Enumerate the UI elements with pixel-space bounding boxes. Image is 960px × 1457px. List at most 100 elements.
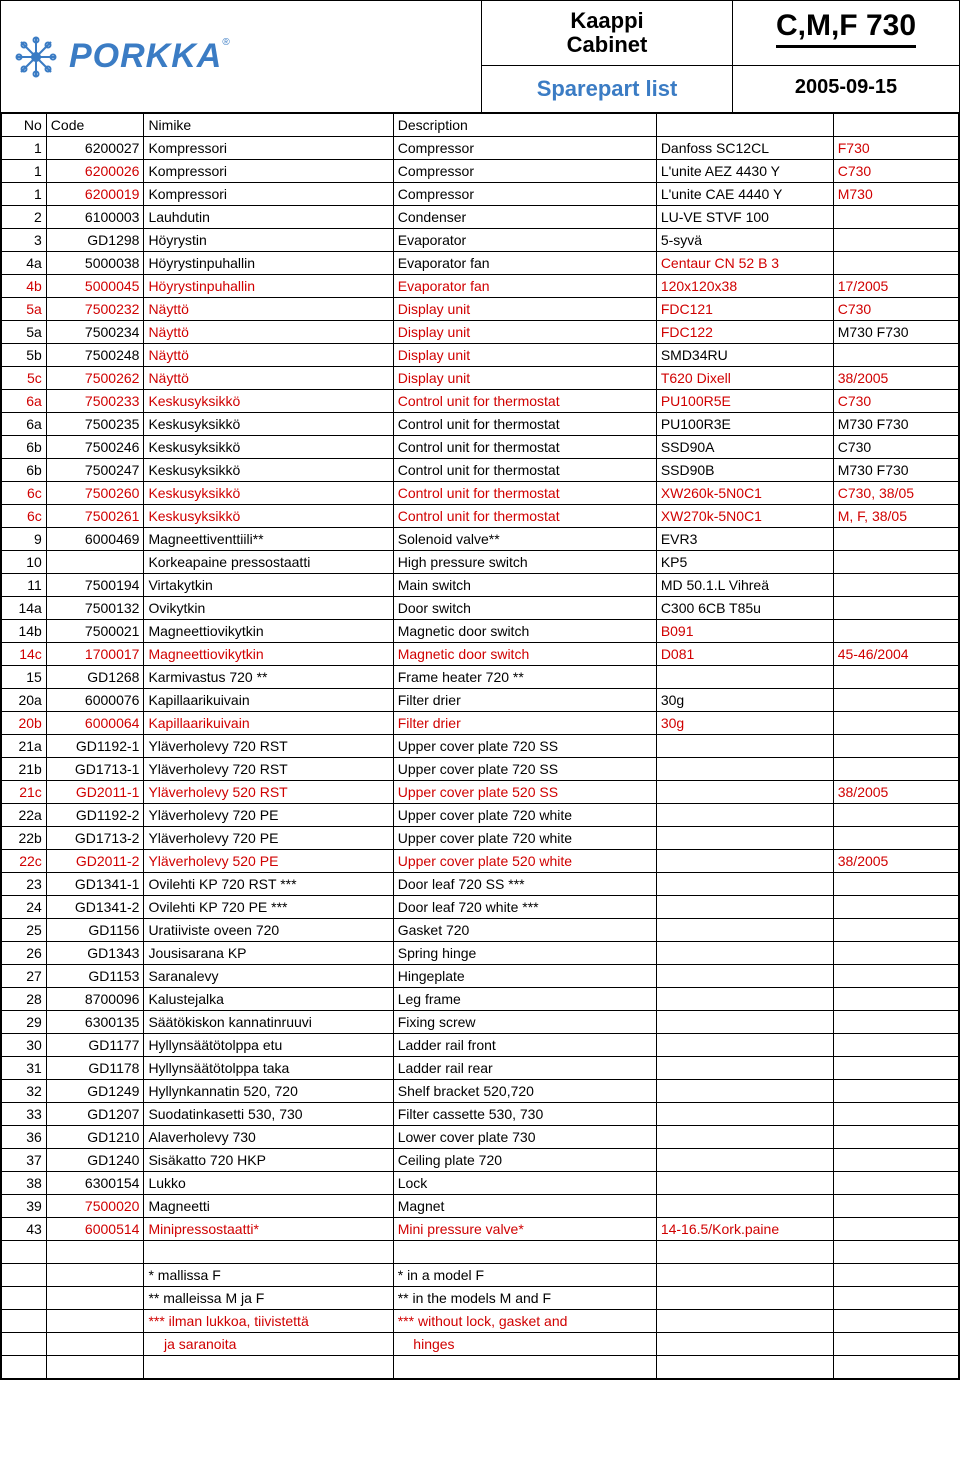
table-row: 6c7500260KeskusyksikköControl unit for t…: [2, 482, 959, 505]
cell-note: [833, 1218, 958, 1241]
table-row: 16200019KompressoriCompressorL'unite CAE…: [2, 183, 959, 206]
table-row: 33GD1207Suodatinkasetti 530, 730Filter c…: [2, 1103, 959, 1126]
table-row: 32GD1249Hyllynkannatin 520, 720Shelf bra…: [2, 1080, 959, 1103]
cell-spec: [656, 735, 833, 758]
cell-desc: Compressor: [393, 183, 656, 206]
cell-code: 7500132: [46, 597, 144, 620]
cell-spec: LU-VE STVF 100: [656, 206, 833, 229]
cell-note: C730: [833, 390, 958, 413]
cell-nimike: [144, 1356, 393, 1379]
cell-spec: [656, 827, 833, 850]
cell-spec: [656, 666, 833, 689]
cell-desc: Gasket 720: [393, 919, 656, 942]
cell-nimike: Näyttö: [144, 298, 393, 321]
cell-no: 22a: [2, 804, 47, 827]
cell-note: C730: [833, 436, 958, 459]
cell-code: 6200019: [46, 183, 144, 206]
cell-spec: EVR3: [656, 528, 833, 551]
cell-no: 14c: [2, 643, 47, 666]
cell-nimike: *** ilman lukkoa, tiivistettä: [144, 1310, 393, 1333]
cell-nimike: Kapillaarikuivain: [144, 689, 393, 712]
col-spec: [656, 114, 833, 137]
cell-spec: MD 50.1.L Vihreä: [656, 574, 833, 597]
cell-note: C730: [833, 160, 958, 183]
cell-code: 6200026: [46, 160, 144, 183]
table-row: 5c7500262NäyttöDisplay unitT620 Dixell38…: [2, 367, 959, 390]
cell-desc: Display unit: [393, 321, 656, 344]
cell-desc: Control unit for thermostat: [393, 413, 656, 436]
cell-code: 7500247: [46, 459, 144, 482]
cell-desc: Compressor: [393, 137, 656, 160]
cell-code: GD1177: [46, 1034, 144, 1057]
cell-note: [833, 804, 958, 827]
cell-note: [833, 988, 958, 1011]
table-row: *** ilman lukkoa, tiivistettä*** without…: [2, 1310, 959, 1333]
cell-nimike: [144, 1241, 393, 1264]
col-no: No: [2, 114, 47, 137]
cell-code: 5000038: [46, 252, 144, 275]
cell-spec: [656, 896, 833, 919]
cell-spec: PU100R5E: [656, 390, 833, 413]
logo: PORKKA®: [11, 32, 230, 82]
table-row: 96000469Magneettiventtiili**Solenoid val…: [2, 528, 959, 551]
cell-spec: [656, 1310, 833, 1333]
cell-nimike: Keskusyksikkö: [144, 459, 393, 482]
cell-desc: Door leaf 720 SS ***: [393, 873, 656, 896]
cell-desc: Control unit for thermostat: [393, 482, 656, 505]
title-line2: Cabinet: [490, 33, 724, 57]
cell-desc: Shelf bracket 520,720: [393, 1080, 656, 1103]
cell-nimike: Näyttö: [144, 321, 393, 344]
cell-desc: Display unit: [393, 298, 656, 321]
cell-code: [46, 1356, 144, 1379]
cell-note: [833, 1103, 958, 1126]
cell-desc: Control unit for thermostat: [393, 390, 656, 413]
cell-spec: [656, 1287, 833, 1310]
cell-note: [833, 344, 958, 367]
cell-note: [833, 1287, 958, 1310]
cell-code: GD2011-1: [46, 781, 144, 804]
cell-nimike: Magneettiventtiili**: [144, 528, 393, 551]
table-row: 26GD1343Jousisarana KPSpring hinge: [2, 942, 959, 965]
cell-spec: 120x120x38: [656, 275, 833, 298]
table-row: [2, 1356, 959, 1379]
cell-nimike: Keskusyksikkö: [144, 436, 393, 459]
table-row: 4a5000038HöyrystinpuhallinEvaporator fan…: [2, 252, 959, 275]
cell-nimike: Jousisarana KP: [144, 942, 393, 965]
cell-no: 1: [2, 183, 47, 206]
cell-nimike: * mallissa F: [144, 1264, 393, 1287]
cell-no: 25: [2, 919, 47, 942]
page: PORKKA® Kaappi Cabinet C,M,F 730 Sparepa…: [0, 0, 960, 1380]
cell-nimike: Lauhdutin: [144, 206, 393, 229]
cell-desc: Upper cover plate 720 SS: [393, 735, 656, 758]
cell-note: [833, 1172, 958, 1195]
cell-nimike: Höyrystinpuhallin: [144, 252, 393, 275]
cell-code: 7500232: [46, 298, 144, 321]
cell-no: 5c: [2, 367, 47, 390]
cell-code: GD1156: [46, 919, 144, 942]
cell-no: 3: [2, 229, 47, 252]
table-row: 6c7500261KeskusyksikköControl unit for t…: [2, 505, 959, 528]
cell-desc: Main switch: [393, 574, 656, 597]
table-row: 31GD1178Hyllynsäätötolppa takaLadder rai…: [2, 1057, 959, 1080]
cell-no: 26: [2, 942, 47, 965]
cell-spec: [656, 1011, 833, 1034]
cell-note: [833, 1356, 958, 1379]
cell-code: GD1192-1: [46, 735, 144, 758]
table-row: 30GD1177Hyllynsäätötolppa etuLadder rail…: [2, 1034, 959, 1057]
cell-spec: Centaur CN 52 B 3: [656, 252, 833, 275]
cell-nimike: ** malleissa M ja F: [144, 1287, 393, 1310]
cell-note: [833, 1080, 958, 1103]
table-row: 3GD1298HöyrystinEvaporator5-syvä: [2, 229, 959, 252]
title-cell: Kaappi Cabinet: [482, 1, 733, 65]
cell-note: [833, 206, 958, 229]
cell-spec: [656, 1172, 833, 1195]
cell-note: 38/2005: [833, 781, 958, 804]
cell-no: 6b: [2, 459, 47, 482]
cell-nimike: Yläverholevy 720 RST: [144, 735, 393, 758]
cell-note: [833, 758, 958, 781]
cell-note: C730, 38/05: [833, 482, 958, 505]
snowflake-icon: [11, 32, 61, 82]
cell-note: 38/2005: [833, 850, 958, 873]
cell-code: GD1178: [46, 1057, 144, 1080]
cell-code: 6000076: [46, 689, 144, 712]
